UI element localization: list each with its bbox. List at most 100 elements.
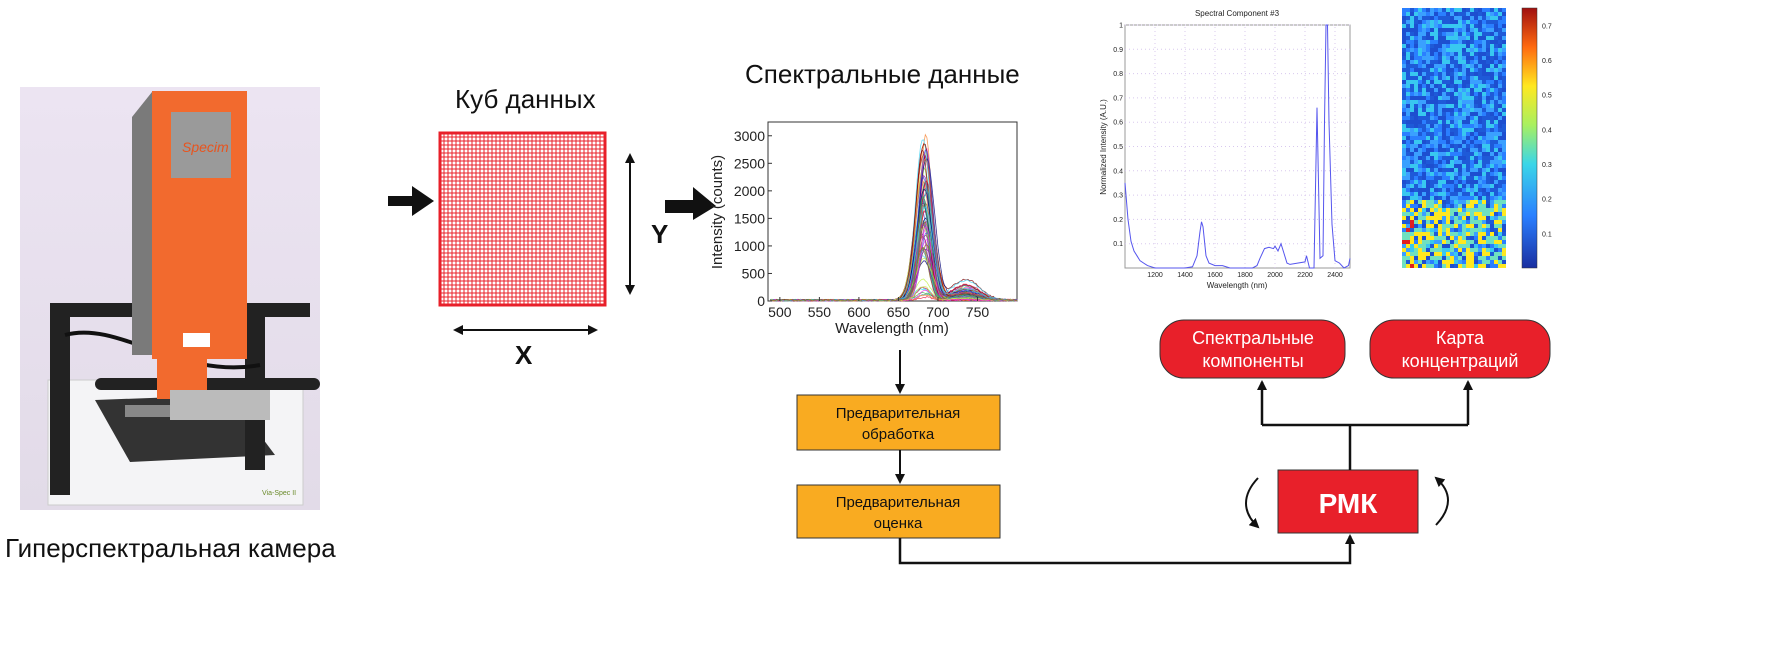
map-cell (1442, 112, 1446, 116)
map-cell (1446, 80, 1450, 84)
map-cell (1422, 136, 1426, 140)
map-cell (1454, 188, 1458, 192)
map-cell (1482, 164, 1486, 168)
map-cell (1498, 172, 1502, 176)
map-cell (1502, 8, 1506, 12)
map-cell (1494, 124, 1498, 128)
map-cell (1406, 204, 1410, 208)
map-cell (1470, 204, 1474, 208)
cube-gridlines (439, 132, 605, 306)
map-cell (1454, 144, 1458, 148)
map-cell (1494, 56, 1498, 60)
map-cell (1466, 28, 1470, 32)
map-cell (1490, 168, 1494, 172)
map-cell (1490, 216, 1494, 220)
map-cell (1454, 148, 1458, 152)
y-tick-label: 1500 (734, 210, 765, 226)
map-cell (1434, 120, 1438, 124)
map-cell (1458, 64, 1462, 68)
map-cell (1502, 56, 1506, 60)
map-cell (1458, 32, 1462, 36)
map-cell (1474, 256, 1478, 260)
map-cell (1462, 212, 1466, 216)
map-cell (1482, 176, 1486, 180)
map-cell (1414, 140, 1418, 144)
map-cell (1450, 60, 1454, 64)
map-cell (1402, 140, 1406, 144)
map-cell (1410, 136, 1414, 140)
map-cell (1414, 128, 1418, 132)
map-cell (1402, 196, 1406, 200)
map-cell (1418, 204, 1422, 208)
map-cell (1402, 164, 1406, 168)
map-cell (1430, 80, 1434, 84)
x-tick-label: 1200 (1147, 272, 1163, 279)
map-cell (1450, 252, 1454, 256)
map-cell (1414, 60, 1418, 64)
map-cell (1418, 180, 1422, 184)
base-label: Via-Spec II (262, 490, 296, 497)
map-cell (1486, 152, 1490, 156)
map-cell (1486, 188, 1490, 192)
map-cell (1402, 20, 1406, 24)
map-cell (1426, 52, 1430, 56)
map-cell (1458, 228, 1462, 232)
map-cell (1498, 196, 1502, 200)
map-cell (1426, 176, 1430, 180)
map-cell (1418, 212, 1422, 216)
map-cell (1450, 68, 1454, 72)
map-cell (1438, 220, 1442, 224)
map-cell (1478, 176, 1482, 180)
map-cell (1430, 172, 1434, 176)
map-cell (1438, 48, 1442, 52)
map-cell (1430, 136, 1434, 140)
map-cell (1422, 96, 1426, 100)
map-cell (1414, 192, 1418, 196)
y-tick-label: 0.8 (1113, 71, 1123, 78)
map-cell (1490, 64, 1494, 68)
map-cell (1442, 52, 1446, 56)
map-cell (1418, 100, 1422, 104)
map-cell (1406, 72, 1410, 76)
map-cell (1462, 128, 1466, 132)
map-cell (1426, 152, 1430, 156)
colorbar (1521, 7, 1538, 269)
map-cell (1442, 76, 1446, 80)
y-tick-label: 0.2 (1113, 217, 1123, 224)
map-cell (1402, 248, 1406, 252)
map-cell (1502, 240, 1506, 244)
map-cell (1502, 232, 1506, 236)
map-cell (1438, 92, 1442, 96)
map-cell (1418, 264, 1422, 268)
map-cell (1458, 84, 1462, 88)
map-cell (1454, 56, 1458, 60)
map-cell (1446, 44, 1450, 48)
map-cell (1470, 92, 1474, 96)
map-cell (1462, 16, 1466, 20)
map-cell (1446, 216, 1450, 220)
map-cell (1502, 184, 1506, 188)
map-cell (1498, 24, 1502, 28)
map-cell (1494, 236, 1498, 240)
map-cell (1486, 36, 1490, 40)
map-cell (1410, 116, 1414, 120)
map-cell (1422, 164, 1426, 168)
map-cell (1426, 36, 1430, 40)
map-cell (1442, 64, 1446, 68)
map-cell (1434, 156, 1438, 160)
map-cell (1482, 264, 1486, 268)
map-cell (1414, 244, 1418, 248)
map-cell (1434, 160, 1438, 164)
map-cell (1450, 148, 1454, 152)
map-cell (1414, 228, 1418, 232)
map-cell (1478, 244, 1482, 248)
map-cell (1446, 32, 1450, 36)
map-cell (1422, 116, 1426, 120)
map-cell (1490, 104, 1494, 108)
map-cell (1454, 32, 1458, 36)
map-cell (1410, 232, 1414, 236)
map-cell (1418, 140, 1422, 144)
map-cell (1434, 180, 1438, 184)
map-cell (1482, 132, 1486, 136)
map-cell (1478, 228, 1482, 232)
